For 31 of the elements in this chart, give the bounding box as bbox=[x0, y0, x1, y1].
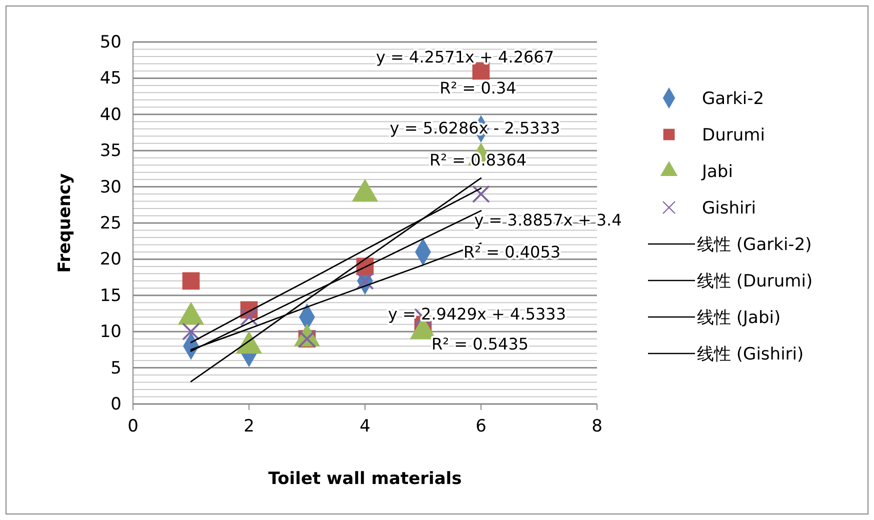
legend-label: Garki-2 bbox=[702, 88, 764, 109]
legend-label: 线性 (Durumi) bbox=[697, 271, 813, 292]
y-tick-label: 5 bbox=[110, 358, 122, 378]
legend-label: 线性 (Jabi) bbox=[697, 308, 781, 328]
legend-label: 线性 (Gishiri) bbox=[697, 344, 804, 364]
x-tick-label: 8 bbox=[592, 416, 602, 437]
annotation: R² = 0.34 bbox=[440, 78, 516, 98]
x-tick-label: 2 bbox=[244, 416, 254, 437]
annotation: R² = 0.4053 bbox=[463, 242, 561, 262]
y-tick-label: 45 bbox=[100, 68, 122, 89]
y-tick-label: 35 bbox=[100, 141, 122, 162]
y-tick-label: 40 bbox=[100, 104, 122, 125]
x-tick-label: 0 bbox=[128, 416, 138, 437]
x-tick-label: 4 bbox=[360, 416, 370, 437]
legend-label: 线性 (Garki-2) bbox=[697, 234, 812, 255]
y-tick-label: 30 bbox=[100, 177, 122, 198]
legend-label: Gishiri bbox=[702, 198, 756, 218]
y-tick-label: 10 bbox=[100, 322, 122, 342]
y-axis-title: Frequency bbox=[55, 173, 75, 273]
y-tick-label: 25 bbox=[100, 213, 122, 234]
y-tick-label: 20 bbox=[100, 250, 122, 270]
annotation: y = 3.8857x + 3.4 bbox=[474, 210, 622, 230]
y-tick-label: 50 bbox=[100, 32, 122, 52]
legend-label: Jabi bbox=[701, 162, 733, 182]
x-tick-label: 6 bbox=[476, 416, 486, 437]
annotation: R² = 0.5435 bbox=[431, 334, 529, 354]
legend-label: Durumi bbox=[702, 125, 765, 146]
y-tick-label: 15 bbox=[100, 286, 122, 306]
x-axis-title: Toilet wall materials bbox=[268, 469, 462, 489]
y-tick-label: 0 bbox=[110, 394, 122, 414]
annotation: y = 4.2571x + 4.2667 bbox=[376, 48, 554, 67]
